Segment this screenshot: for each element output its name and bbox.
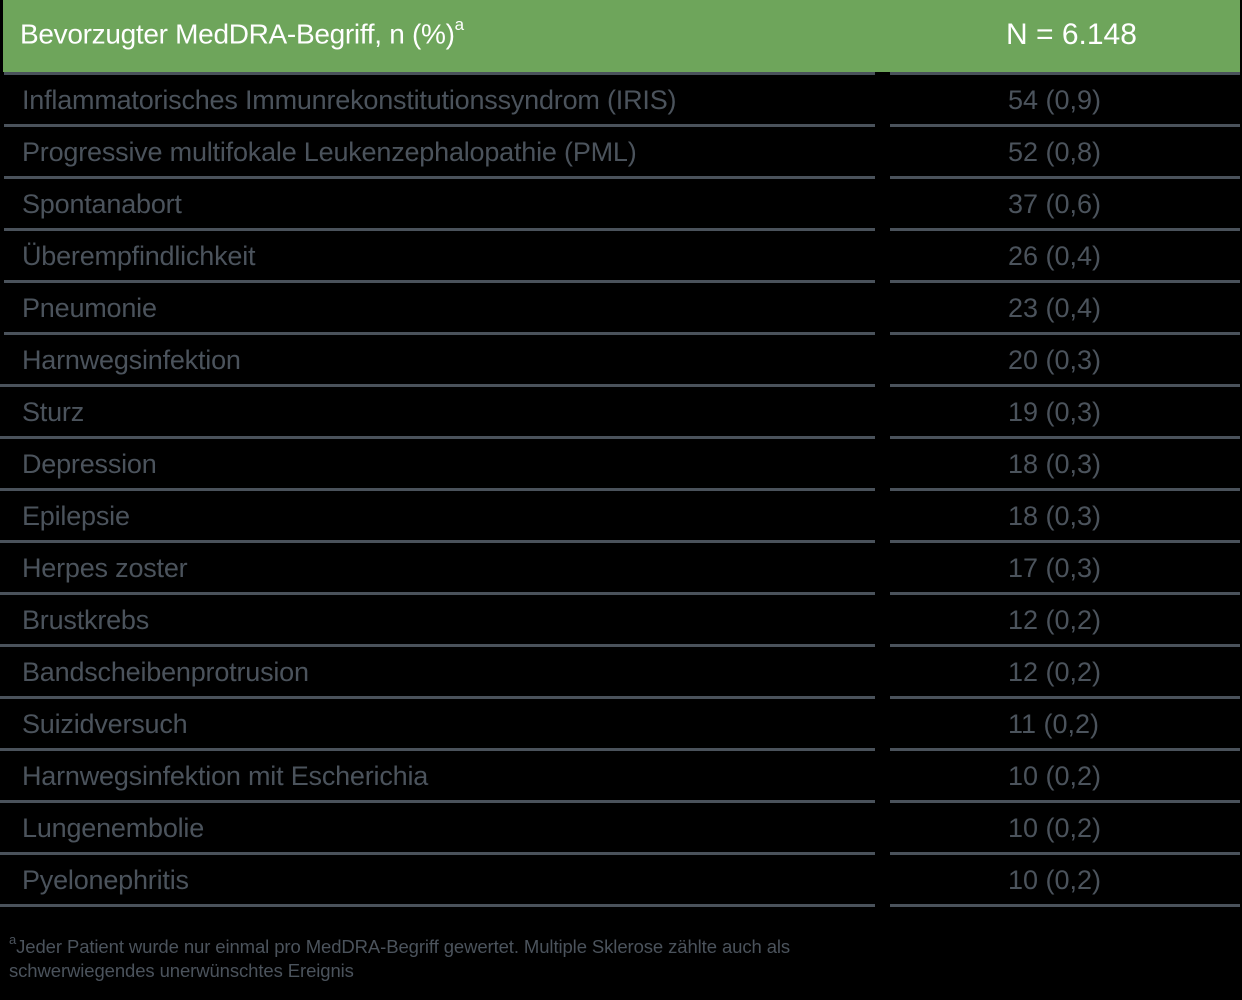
row-divider <box>890 540 1240 543</box>
term-cell: Lungenembolie <box>22 813 205 843</box>
term-cell: Inflammatorisches Immunrekonstitutionssy… <box>22 85 677 115</box>
value-cell: 37 (0,6) <box>1008 189 1102 219</box>
row-divider <box>890 384 1240 387</box>
row-divider <box>0 488 875 491</box>
row-divider <box>0 696 875 699</box>
value-cell: 17 (0,3) <box>1008 553 1102 583</box>
row-divider <box>890 748 1240 751</box>
row-divider <box>890 696 1240 699</box>
term-cell: Pneumonie <box>22 293 157 323</box>
row-divider <box>890 592 1240 595</box>
row-divider <box>890 488 1240 491</box>
row-divider <box>0 592 875 595</box>
term-cell: Überempfindlichkeit <box>22 241 256 271</box>
term-cell: Epilepsie <box>22 501 130 531</box>
row-divider <box>890 852 1240 855</box>
row-divider <box>0 644 875 647</box>
term-cell: Brustkrebs <box>22 605 150 635</box>
term-cell: Depression <box>22 449 157 479</box>
footnote-marker: a <box>9 932 17 947</box>
row-divider <box>890 176 1240 179</box>
row-divider <box>0 748 875 751</box>
value-cell: 23 (0,4) <box>1008 293 1102 323</box>
value-cell: 12 (0,2) <box>1008 605 1102 635</box>
term-cell: Harnwegsinfektion mit Escherichia <box>22 761 429 791</box>
row-divider <box>890 124 1240 127</box>
term-cell: Spontanabort <box>22 189 182 219</box>
row-divider <box>4 280 875 283</box>
row-divider <box>890 436 1240 439</box>
row-divider <box>4 72 875 75</box>
value-cell: 26 (0,4) <box>1008 241 1102 271</box>
row-divider <box>0 436 875 439</box>
row-divider <box>890 332 1240 335</box>
term-cell: Harnwegsinfektion <box>22 345 241 375</box>
value-cell: 10 (0,2) <box>1008 865 1102 895</box>
footnote-marker: a <box>454 15 464 34</box>
term-cell: Suizidversuch <box>22 709 188 739</box>
row-divider <box>0 540 875 543</box>
value-cell: 18 (0,3) <box>1008 449 1102 479</box>
value-cell: 11 (0,2) <box>1008 709 1100 739</box>
term-cell: Pyelonephritis <box>22 865 189 895</box>
column-header-term: Bevorzugter MedDRA-Begriff, n (%)a <box>20 15 464 50</box>
row-divider <box>4 332 875 335</box>
row-divider <box>0 800 875 803</box>
term-cell: Progressive multifokale Leukenzephalopat… <box>22 137 637 167</box>
row-divider <box>890 228 1240 231</box>
value-cell: 18 (0,3) <box>1008 501 1102 531</box>
row-divider <box>890 72 1240 75</box>
value-cell: 54 (0,9) <box>1008 85 1102 115</box>
row-divider <box>4 176 875 179</box>
row-divider <box>890 644 1240 647</box>
row-divider <box>890 800 1240 803</box>
row-divider <box>890 280 1240 283</box>
column-header-n: N = 6.148 <box>1006 18 1137 51</box>
row-divider <box>4 228 875 231</box>
value-cell: 10 (0,2) <box>1008 813 1102 843</box>
row-divider <box>0 852 875 855</box>
footnote: aJeder Patient wurde nur einmal pro MedD… <box>9 932 791 982</box>
value-cell: 12 (0,2) <box>1008 657 1102 687</box>
table-header: Bevorzugter MedDRA-Begriff, n (%)a N = 6… <box>3 0 1240 72</box>
term-cell: Herpes zoster <box>22 553 188 583</box>
value-cell: 52 (0,8) <box>1008 137 1102 167</box>
value-cell: 20 (0,3) <box>1008 345 1102 375</box>
row-divider <box>4 124 875 127</box>
row-divider <box>0 384 875 387</box>
row-divider <box>0 904 875 907</box>
term-cell: Bandscheibenprotrusion <box>22 657 309 687</box>
row-divider <box>890 904 1240 907</box>
value-cell: 10 (0,2) <box>1008 761 1102 791</box>
term-cell: Sturz <box>22 397 85 427</box>
value-cell: 19 (0,3) <box>1008 397 1102 427</box>
